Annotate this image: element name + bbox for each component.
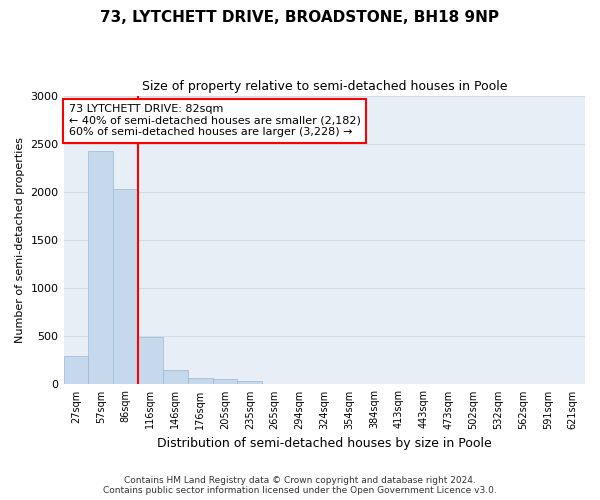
Text: Contains HM Land Registry data © Crown copyright and database right 2024.
Contai: Contains HM Land Registry data © Crown c… xyxy=(103,476,497,495)
Bar xyxy=(188,378,212,384)
X-axis label: Distribution of semi-detached houses by size in Poole: Distribution of semi-detached houses by … xyxy=(157,437,491,450)
Bar xyxy=(212,379,238,384)
Bar xyxy=(238,380,262,384)
Text: 73 LYTCHETT DRIVE: 82sqm
← 40% of semi-detached houses are smaller (2,182)
60% o: 73 LYTCHETT DRIVE: 82sqm ← 40% of semi-d… xyxy=(69,104,361,138)
Bar xyxy=(113,189,138,384)
Title: Size of property relative to semi-detached houses in Poole: Size of property relative to semi-detach… xyxy=(142,80,507,93)
Bar xyxy=(64,356,88,384)
Bar xyxy=(163,370,188,384)
Y-axis label: Number of semi-detached properties: Number of semi-detached properties xyxy=(15,137,25,343)
Text: 73, LYTCHETT DRIVE, BROADSTONE, BH18 9NP: 73, LYTCHETT DRIVE, BROADSTONE, BH18 9NP xyxy=(101,10,499,25)
Bar xyxy=(88,152,113,384)
Bar xyxy=(138,337,163,384)
